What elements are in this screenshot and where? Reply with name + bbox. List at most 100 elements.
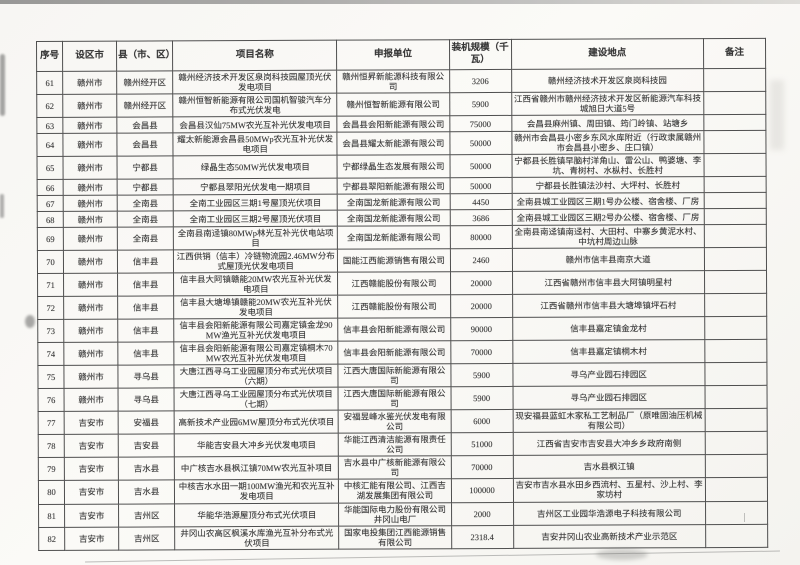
cell-no: 75 xyxy=(37,365,65,389)
cell-project: 井冈山农高区枫溪水库渔光互补分布式光伏项目 xyxy=(174,525,340,550)
cell-capacity: 90000 xyxy=(450,317,513,341)
cell-remark xyxy=(705,477,768,502)
cell-county: 全南县 xyxy=(117,227,174,251)
column-header-project: 项目名称 xyxy=(172,40,338,71)
column-header-county: 县（市、区） xyxy=(116,40,175,72)
cell-project: 耀太新能源会昌县50MWp农光互补光伏发电项目 xyxy=(173,132,338,156)
table-row: 70 赣州市 信丰县 江西供销（信丰）冷链物流园2.46MW分布式屋顶光伏发电项目 国能… xyxy=(37,247,767,274)
cell-location: 赣州经济技术开发区泉岗科技园 xyxy=(511,68,704,93)
cell-location: 吉水县枫江镇 xyxy=(512,455,706,479)
cell-project: 绿晶生态50MW光伏发电项目 xyxy=(173,155,338,180)
cell-no: 64 xyxy=(36,133,64,157)
cell-location: 全南县城工业园区三期1号办公楼、宿舍楼、厂房 xyxy=(511,192,705,210)
table-row: 72 赣州市 信丰县 信丰县大塘埠镇赣能20MW农光互补光伏发电项目 江西赣能股份有限公… xyxy=(37,293,767,320)
cell-county: 会昌县 xyxy=(116,116,174,134)
cell-location: 赣州市会昌县小密乡东风水库附近（行政隶属赣州市会昌县小密乡、庄口镇） xyxy=(511,130,704,155)
cell-city: 赣州市 xyxy=(63,195,118,212)
table-row: 73 赣州市 信丰县 信丰县会阳新能源有限公司嘉定镇金龙90MW渔光互补光伏发电项目信… xyxy=(37,316,767,343)
cell-county: 信丰县 xyxy=(117,296,174,320)
cell-location: 江西省赣州市赣州经济技术开发区新能源汽车科技城旭日大道5号 xyxy=(511,91,704,116)
cell-capacity: 5900 xyxy=(450,386,513,411)
table-row: 64 赣州市 会昌县 耀太新能源会昌县50MWp农光互补光伏发电项目 会昌县耀太新能源有… xyxy=(36,130,766,157)
cell-location: 寻乌产业园石排园区 xyxy=(512,362,705,387)
cell-applicant: 国家电投集团江西能源销售有限公司 xyxy=(338,525,452,549)
cell-capacity: 100000 xyxy=(450,478,514,503)
cell-no: 65 xyxy=(37,156,64,180)
table-row: 81 吉安市 吉州区 华能华浩源屋顶分布式光伏项目 华能国际电力股份有限公司井冈山电厂 2… xyxy=(38,500,768,528)
cell-city: 赣州市 xyxy=(63,296,118,320)
cell-location: 现安福县蓝虹木家私工艺制品厂（原唯固油压机械有限公司） xyxy=(512,408,706,433)
cell-capacity: 3686 xyxy=(449,209,512,226)
cell-city: 赣州市 xyxy=(62,117,117,134)
cell-county: 宁都县 xyxy=(117,155,174,180)
cell-capacity: 20000 xyxy=(450,271,513,295)
cell-capacity: 50000 xyxy=(449,154,512,178)
cell-city: 赣州市 xyxy=(64,388,119,412)
table-row: 77 吉安市 安福县 高新技术产业园6MW屋顶分布式光伏项目 安福昱峰水鉴光伏发电有限公… xyxy=(38,408,768,435)
cell-project: 宁都县翠阳光伏发电一期项目 xyxy=(173,178,338,196)
cell-location: 江西省赣州市信丰县大塘埠镇坪石村 xyxy=(512,293,705,318)
cell-no: 66 xyxy=(37,179,64,196)
cell-county: 赣州经开区 xyxy=(116,93,173,118)
cell-city: 赣州市 xyxy=(63,250,118,274)
scan-smudge xyxy=(0,194,4,218)
cell-capacity: 75000 xyxy=(449,115,512,132)
table-row: 79 吉安市 吉水县 中广核吉水县枫江镇70MW农光互补项目 吉水县中广核新能源有限公司… xyxy=(38,454,768,481)
cell-county: 吉州区 xyxy=(118,526,175,550)
cell-location: 宁都县长胜镇法沙村、大坪村、长胜村 xyxy=(511,176,705,194)
cell-no: 71 xyxy=(37,273,64,297)
cell-project: 高新技术产业园6MW屋顶分布式光伏项目 xyxy=(174,410,339,435)
column-header-capacity: 装机规模（千瓦） xyxy=(449,39,512,70)
cell-location: 吉州区工业园华浩源电子科技有限公司 xyxy=(513,501,706,525)
cell-remark xyxy=(704,293,767,317)
cell-no: 72 xyxy=(37,296,64,320)
cell-applicant: 会昌县会阳新能源有限公司 xyxy=(337,115,450,133)
cell-no: 82 xyxy=(38,526,65,551)
cell-no: 68 xyxy=(37,211,64,228)
cell-project: 全南工业园区三期2号屋顶光伏项目 xyxy=(173,210,338,228)
cell-location: 江西省赣州市信丰县大阿镇明星村 xyxy=(512,270,705,295)
cell-city: 吉安市 xyxy=(64,411,119,435)
cell-no: 74 xyxy=(37,342,64,366)
cell-capacity: 2460 xyxy=(449,248,513,272)
scan-smudge xyxy=(25,315,35,328)
scan-smudge xyxy=(770,80,784,150)
cell-location: 信丰县嘉定镇金龙村 xyxy=(512,316,705,341)
cell-project: 赣州恒智新能源有限公司国机智骏汽车分布式光伏发电 xyxy=(172,93,338,117)
cell-city: 赣州市 xyxy=(63,365,119,389)
cell-applicant: 华能江西清洁能源有限责任公司 xyxy=(338,433,451,457)
cell-remark xyxy=(704,408,768,432)
cell-location: 全南县南迳镇南迳村、大田村、中寨乡黄泥水村、中坑村周边山脉 xyxy=(511,224,705,249)
column-header-location: 建设地点 xyxy=(511,38,704,70)
cell-no: 62 xyxy=(36,94,63,118)
cell-no: 81 xyxy=(38,503,65,528)
scan-bottom-line xyxy=(85,550,780,563)
cell-capacity: 2318.4 xyxy=(451,524,514,549)
cell-applicant: 全南国龙新能源有限公司 xyxy=(337,209,450,227)
cell-applicant: 会昌县耀太新能源有限公司 xyxy=(337,131,450,156)
cell-city: 赣州市 xyxy=(62,94,117,118)
cell-capacity: 2000 xyxy=(451,501,514,526)
cell-no: 67 xyxy=(37,195,64,212)
column-header-serial: 序号 xyxy=(36,41,63,72)
cell-remark xyxy=(704,192,767,209)
cell-applicant: 赣州恒昇新能源科技有限公司 xyxy=(337,69,450,94)
cell-remark xyxy=(703,68,766,92)
pv-projects-table: 序号 设区市 县（市、区） 项目名称 申报单位 装机规模（千瓦） 建设地点 备注… xyxy=(36,38,768,551)
table-row: 62 赣州市 赣州经开区 赣州恒智新能源有限公司国机智骏汽车分布式光伏发电 赣州恒智新能… xyxy=(36,91,766,118)
cell-project: 华能吉安县大冲乡光伏发电项目 xyxy=(174,433,339,458)
cell-remark xyxy=(703,176,767,193)
cell-remark xyxy=(704,362,768,386)
cell-applicant: 宁都绿晶生态发展有限公司 xyxy=(337,154,450,179)
cell-location: 会昌县麻州镇、周田镇、筠门岭镇、站塘乡 xyxy=(511,114,704,132)
cell-project: 会昌县汉仙75MW农光互补光伏发电项目 xyxy=(172,116,338,133)
cell-city: 赣州市 xyxy=(63,319,118,343)
table-header-row: 序号 设区市 县（市、区） 项目名称 申报单位 装机规模（千瓦） 建设地点 备注 xyxy=(36,38,766,72)
cell-no: 63 xyxy=(36,117,63,134)
table-row: 65 赣州市 宁都县 绿晶生态50MW光伏发电项目 宁都绿晶生态发展有限公司 50000 宁… xyxy=(37,153,767,180)
table-row: 75 赣州市 寻乌县 大唐江西寻乌工业园屋顶分布式光伏项目（六期） 江西大唐国际新能源有… xyxy=(37,362,768,389)
cell-project: 中广核吉水县枫江镇70MW农光互补项目 xyxy=(174,456,339,481)
cell-project: 信丰县会阳新能源有限公司嘉定镇桐木70MW农光互补光伏发电项目 xyxy=(173,341,339,366)
cell-location: 寻乌产业园石排园区 xyxy=(512,385,705,410)
table-row: 82 吉安市 吉州区 井冈山农高区枫溪水库渔光互补分布式光伏项目 国家电投集团江西能源销… xyxy=(38,523,768,551)
